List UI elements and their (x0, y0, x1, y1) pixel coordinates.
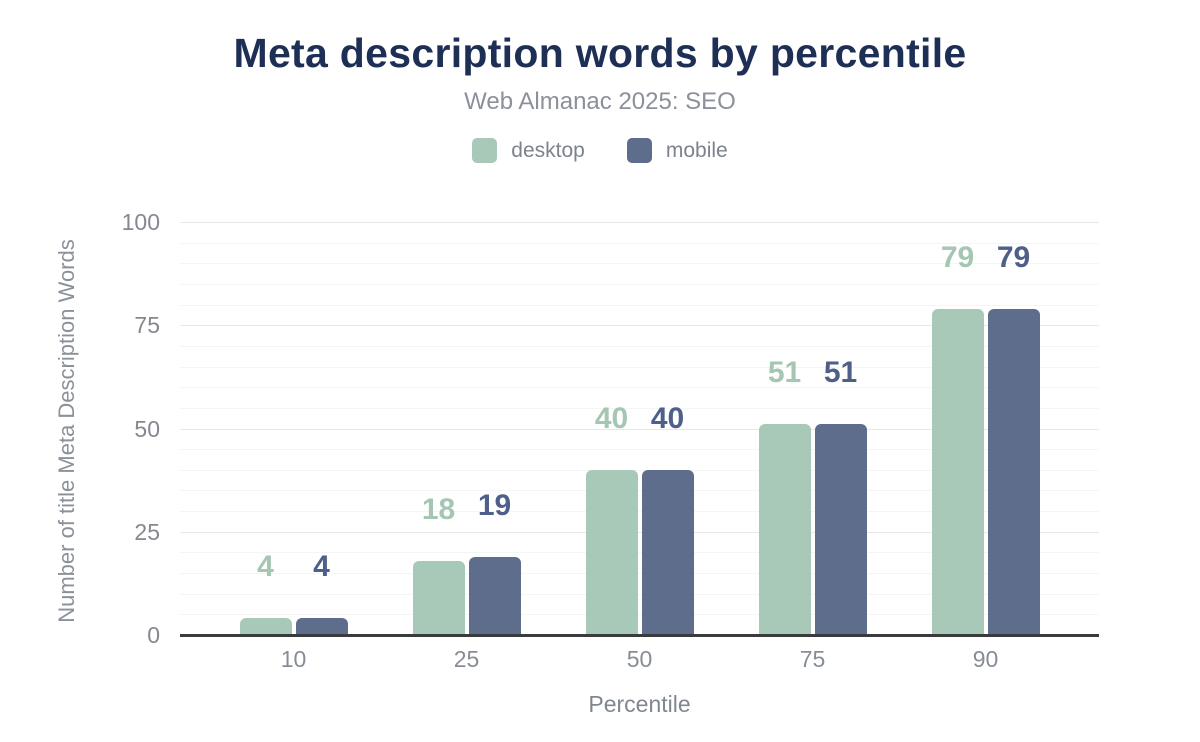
major-gridline (180, 325, 1099, 327)
bar-mobile-p10 (295, 618, 348, 635)
bar-value-mobile-p90: 79 (996, 240, 1031, 274)
y-tick-label: 0 (147, 622, 160, 648)
y-tick-label: 75 (134, 312, 160, 339)
minor-gridline (180, 449, 1099, 451)
minor-gridline (180, 263, 1099, 265)
legend-label: mobile (665, 138, 728, 162)
x-axis-title: Percentile (588, 691, 691, 717)
legend: desktop mobile (0, 138, 1200, 163)
bar-mobile-p75 (814, 424, 867, 635)
y-tick-label: 100 (121, 209, 160, 235)
minor-gridline (180, 511, 1099, 513)
chart-subtitle: Web Almanac 2025: SEO (464, 88, 736, 115)
plot-area: 4 4 18 19 40 40 51 51 79 79 (180, 222, 1099, 635)
minor-gridline (180, 490, 1099, 492)
minor-gridline (180, 407, 1099, 409)
bar-desktop-p50 (585, 469, 638, 635)
minor-gridline (180, 242, 1099, 244)
x-tick-label: 90 (972, 646, 999, 672)
y-tick-label: 50 (134, 415, 160, 442)
y-axis-title: Number of title Meta Description Words (54, 239, 79, 623)
minor-gridline (180, 469, 1099, 471)
x-tick-label: 75 (799, 646, 826, 672)
legend-swatch-mobile (626, 138, 652, 163)
bar-value-desktop-p90: 79 (940, 240, 975, 274)
bar-value-desktop-p25: 18 (421, 492, 456, 526)
y-tick-label: 25 (134, 518, 160, 545)
minor-gridline (180, 304, 1099, 306)
major-gridline (180, 531, 1099, 533)
minor-gridline (180, 345, 1099, 347)
minor-gridline (180, 573, 1099, 575)
bar-value-desktop-p50: 40 (594, 401, 629, 435)
bar-value-desktop-p10: 4 (257, 550, 274, 584)
bar-desktop-p90 (931, 308, 984, 635)
minor-gridline (180, 366, 1099, 368)
minor-gridline (180, 552, 1099, 554)
legend-item-mobile[interactable]: mobile (626, 138, 728, 163)
x-tick-label: 10 (280, 646, 307, 672)
bar-value-mobile-p10: 4 (313, 550, 330, 584)
major-gridline (180, 222, 1099, 223)
bar-value-mobile-p25: 19 (477, 488, 512, 522)
minor-gridline (180, 614, 1099, 616)
legend-item-desktop[interactable]: desktop (472, 138, 585, 163)
bar-value-desktop-p75: 51 (767, 356, 802, 390)
minor-gridline (180, 387, 1099, 389)
bar-value-mobile-p75: 51 (823, 356, 858, 390)
bar-desktop-p10 (239, 618, 292, 635)
major-gridline (180, 428, 1099, 430)
chart-title: Meta description words by percentile (233, 30, 967, 76)
minor-gridline (180, 283, 1099, 285)
minor-gridline (180, 593, 1099, 595)
bar-mobile-p25 (468, 556, 521, 635)
x-axis-line (180, 634, 1099, 637)
x-tick-label: 50 (626, 646, 653, 672)
bar-desktop-p25 (412, 560, 465, 635)
bar-value-mobile-p50: 40 (650, 401, 685, 435)
legend-label: desktop (511, 138, 585, 162)
x-tick-label: 25 (453, 646, 480, 672)
bar-mobile-p90 (987, 308, 1040, 635)
bar-desktop-p75 (758, 424, 811, 635)
bar-mobile-p50 (641, 469, 694, 635)
legend-swatch-desktop (472, 138, 498, 163)
